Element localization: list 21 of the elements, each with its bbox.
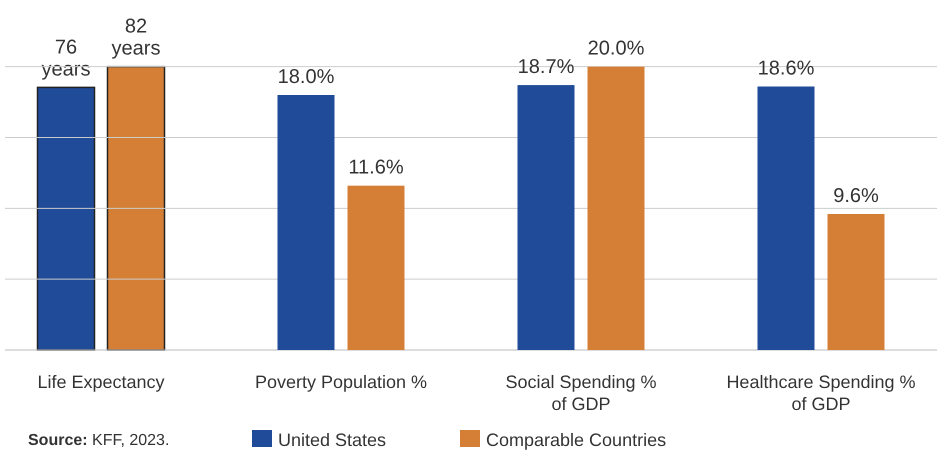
bar	[518, 85, 574, 350]
data-label: 18.7%	[518, 56, 575, 78]
bar	[278, 95, 334, 350]
bar	[348, 186, 404, 350]
data-label: 18.6%	[758, 58, 815, 80]
source-note: Source: KFF, 2023.	[28, 432, 170, 449]
bar	[758, 86, 814, 350]
data-label: 82 years	[112, 16, 160, 60]
bar	[588, 66, 644, 350]
x-tick-label: Healthcare Spending % of GDP	[726, 372, 916, 414]
data-label: 76 years	[42, 36, 90, 80]
data-label: 18.0%	[278, 66, 335, 88]
legend-label: United States	[278, 430, 386, 450]
data-label: 11.6%	[348, 156, 404, 179]
data-label: 9.6%	[833, 185, 880, 207]
data-label: 20.0%	[588, 38, 645, 60]
x-tick-label: Poverty Population %	[254, 372, 428, 392]
bar	[828, 214, 884, 350]
x-tick-label: Social Spending % of GDP	[505, 372, 657, 414]
legend-label: Comparable Countries	[486, 430, 666, 450]
x-tick-label: Life Expectancy	[37, 372, 165, 392]
